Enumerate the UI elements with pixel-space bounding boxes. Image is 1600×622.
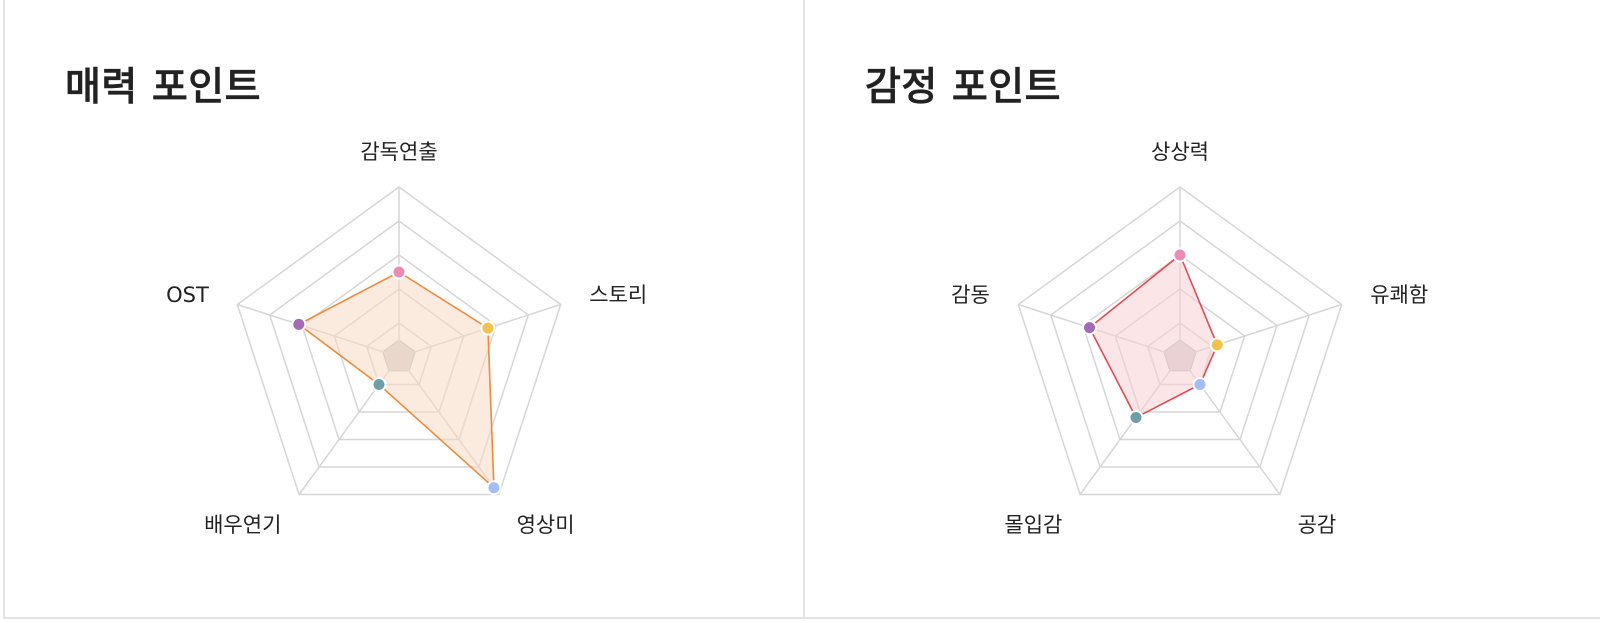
- attraction-data-area: [297, 271, 495, 490]
- emotion-point-1: [1172, 247, 1188, 263]
- emotion-point-2: [1209, 337, 1225, 353]
- emotion-point-5: [1082, 320, 1097, 336]
- attraction-axis-label: 스토리: [589, 283, 647, 307]
- attraction-point-1: [391, 264, 407, 280]
- attraction-axis-label: 배우연기: [204, 513, 281, 537]
- attraction-points-title: 매력 포인트: [65, 65, 261, 110]
- attraction-axis-label: 감독연출: [360, 140, 437, 164]
- emotion-grid-ring: [1082, 254, 1278, 441]
- emotion-points-title: 감정 포인트: [865, 65, 1061, 110]
- emotion-axis-label: 공감: [1298, 513, 1337, 537]
- attraction-grid-ring: [268, 220, 530, 468]
- attraction-point-3: [486, 480, 502, 496]
- emotion-point-4: [1128, 410, 1144, 425]
- emotion-axis-label: 몰입감: [1004, 513, 1062, 537]
- attraction-axis-label: 영상미: [517, 513, 575, 537]
- emotion-point-3: [1192, 377, 1208, 392]
- attraction-point-5: [291, 316, 307, 332]
- attraction-axis-label: OST: [166, 283, 209, 307]
- attraction-point-4: [371, 377, 387, 392]
- emotion-axis-label: 유쾌함: [1370, 283, 1428, 307]
- emotion-axis-label: 감동: [951, 283, 990, 307]
- emotion-axis-label: 상상력: [1151, 140, 1209, 164]
- emotion-grid-ring: [1017, 186, 1343, 496]
- attraction-point-2: [480, 320, 496, 336]
- attraction-grid-ring: [236, 186, 562, 496]
- emotion-data-area: [1088, 253, 1219, 419]
- emotion-grid-ring: [1049, 220, 1311, 468]
